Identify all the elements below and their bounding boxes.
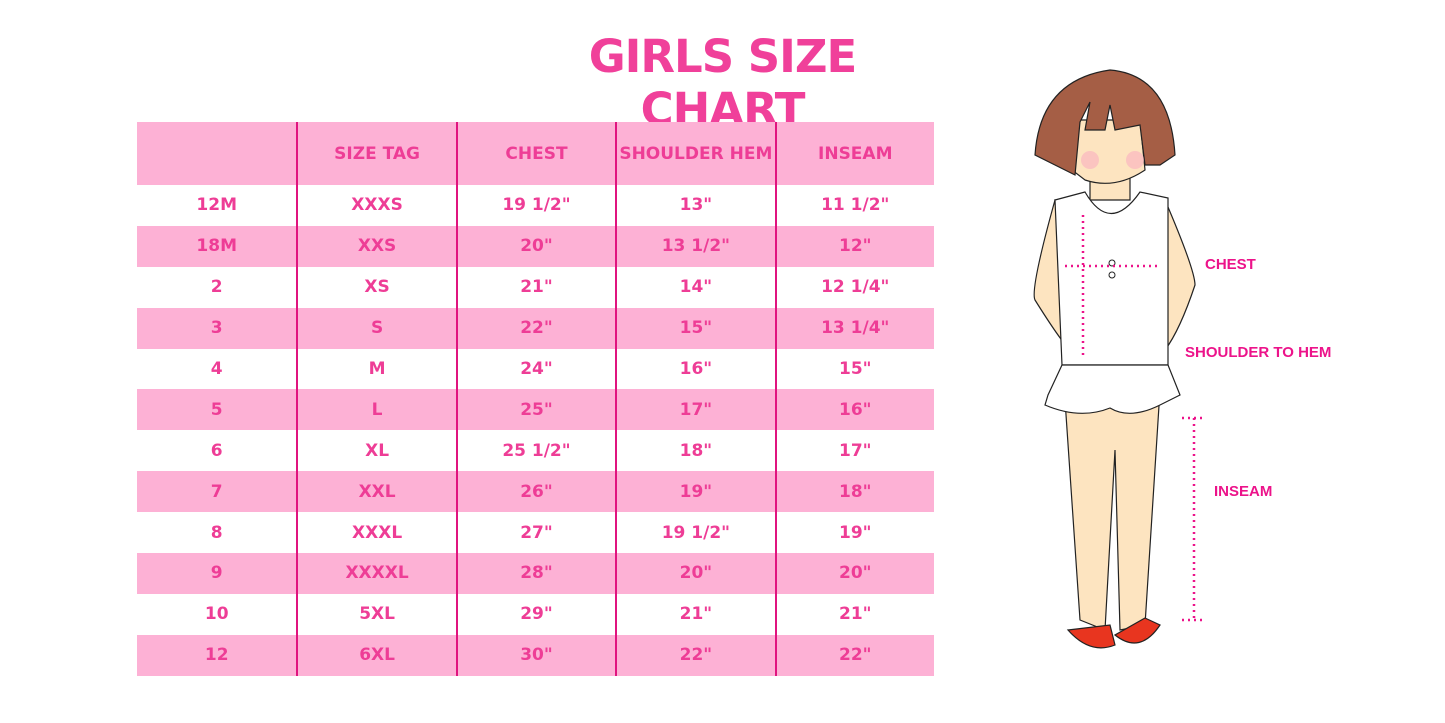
table-cell: 19 1/2"	[615, 512, 774, 554]
table-cell: 18M	[196, 236, 237, 257]
table-cell: 17"	[774, 430, 934, 472]
table-row: 7 XXL 26" 19" 18"	[137, 471, 934, 513]
table-cell: 20"	[615, 553, 774, 594]
table-cell: 25 1/2"	[455, 430, 615, 472]
table-row: 9 XXXXL 28" 20" 20"	[137, 553, 934, 594]
table-row: 12 6XL 30" 22" 22"	[137, 634, 934, 676]
table-header-row: SIZE TAG CHEST SHOULDER HEM INSEAM	[137, 122, 934, 185]
table-cell: 24"	[455, 348, 615, 390]
table-cell: 20"	[455, 225, 615, 267]
table-row: 4 M 24" 16" 15"	[137, 348, 934, 390]
size-table: SIZE TAG CHEST SHOULDER HEM INSEAM 12M XX…	[137, 122, 934, 676]
table-cell: 20"	[774, 553, 934, 594]
header-cell	[137, 122, 296, 185]
header-cell: SHOULDER HEM	[615, 122, 774, 185]
table-cell: L	[296, 389, 455, 431]
table-cell: 13 1/2"	[615, 225, 774, 267]
header-cell: INSEAM	[774, 122, 934, 185]
table-cell: XS	[296, 266, 455, 308]
table-cell: 6	[210, 440, 223, 461]
table-cell: 16"	[774, 389, 934, 431]
shoulder-to-hem-label: SHOULDER TO HEM	[1185, 344, 1332, 361]
header-cell: SIZE TAG	[296, 122, 455, 185]
table-row: 10 5XL 29" 21" 21"	[137, 593, 934, 635]
table-cell: 3	[210, 318, 223, 339]
table-cell: 26"	[455, 471, 615, 513]
table-row: 8 XXXL 27" 19 1/2" 19"	[137, 512, 934, 554]
table-cell: 9	[210, 563, 223, 584]
table-cell: 21"	[774, 593, 934, 635]
table-row: 6 XL 25 1/2" 18" 17"	[137, 430, 934, 472]
table-cell: 27"	[455, 512, 615, 554]
table-cell: 11 1/2"	[774, 185, 934, 226]
table-cell: 5	[210, 399, 223, 420]
table-cell: 8	[210, 522, 223, 543]
table-cell: 29"	[455, 593, 615, 635]
girl-measurement-illustration	[1033, 69, 1202, 649]
table-cell: 12 1/4"	[774, 266, 934, 308]
table-cell: 12	[204, 645, 229, 666]
table-row: 18M XXS 20" 13 1/2" 12"	[137, 225, 934, 267]
table-cell: 17"	[615, 389, 774, 431]
page-title: GIRLS SIZE CHART	[588, 30, 858, 136]
inseam-label: INSEAM	[1214, 483, 1273, 500]
table-cell: 19"	[774, 512, 934, 554]
table-cell: 10	[204, 604, 229, 625]
table-cell: 22"	[774, 634, 934, 676]
table-cell: 13 1/4"	[774, 307, 934, 349]
table-cell: 7	[210, 481, 223, 502]
table-cell: XXXXL	[296, 553, 455, 594]
table-cell: 12M	[196, 195, 237, 216]
table-cell: 16"	[615, 348, 774, 390]
table-row: 3 S 22" 15" 13 1/4"	[137, 307, 934, 349]
table-cell: 2	[210, 277, 223, 298]
table-cell: 22"	[455, 307, 615, 349]
table-cell: 4	[210, 359, 223, 379]
table-cell: 13"	[615, 185, 774, 226]
table-cell: 21"	[615, 593, 774, 635]
table-cell: 18"	[774, 471, 934, 513]
table-cell: XXL	[296, 471, 455, 513]
table-cell: M	[296, 348, 455, 390]
table-cell: XXS	[296, 225, 455, 267]
header-cell: CHEST	[455, 122, 615, 185]
chest-label: CHEST	[1205, 256, 1256, 273]
table-cell: XXXS	[296, 185, 455, 226]
table-cell: 6XL	[296, 634, 455, 676]
table-cell: 14"	[615, 266, 774, 308]
table-cell: 15"	[774, 348, 934, 390]
table-cell: 5XL	[296, 593, 455, 635]
table-cell: 19 1/2"	[455, 185, 615, 226]
table-cell: 18"	[615, 430, 774, 472]
table-cell: XXXL	[296, 512, 455, 554]
table-cell: 30"	[455, 634, 615, 676]
table-cell: XL	[296, 430, 455, 472]
table-cell: S	[296, 307, 455, 349]
table-row: 12M XXXS 19 1/2" 13" 11 1/2"	[137, 185, 934, 226]
table-cell: 12"	[774, 225, 934, 267]
table-row: 5 L 25" 17" 16"	[137, 389, 934, 431]
table-cell: 19"	[615, 471, 774, 513]
table-row: 2 XS 21" 14" 12 1/4"	[137, 266, 934, 308]
table-cell: 22"	[615, 634, 774, 676]
table-cell: 25"	[455, 389, 615, 431]
table-cell: 21"	[455, 266, 615, 308]
table-cell: 28"	[455, 553, 615, 594]
table-cell: 15"	[615, 307, 774, 349]
